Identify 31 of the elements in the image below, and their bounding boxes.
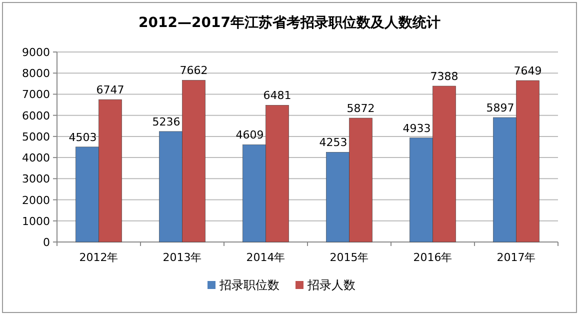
legend-label: 招录人数 (306, 278, 356, 292)
y-tick-label: 4000 (22, 152, 50, 165)
x-tick-label: 2014年 (246, 251, 286, 264)
data-label: 6481 (263, 89, 292, 102)
data-label: 6747 (96, 84, 124, 97)
data-label: 4253 (319, 136, 348, 150)
y-tick-label: 0 (43, 236, 50, 249)
legend-label: 招录职位数 (218, 278, 280, 292)
y-tick-label: 9000 (22, 46, 50, 59)
y-tick-label: 6000 (22, 109, 50, 122)
x-tick-label: 2017年 (496, 251, 536, 264)
data-label: 5872 (346, 102, 375, 116)
data-label: 5236 (152, 115, 180, 128)
x-tick-label: 2015年 (330, 251, 369, 264)
x-tick-label: 2013年 (162, 251, 202, 264)
data-label: 7649 (514, 64, 542, 78)
data-label: 7662 (180, 64, 208, 78)
y-tick-label: 3000 (22, 172, 50, 186)
y-tick-label: 1000 (22, 214, 50, 228)
y-tick-label: 8000 (22, 67, 50, 80)
data-label: 7388 (430, 70, 458, 84)
y-tick-label: 7000 (22, 88, 50, 102)
chart-title: 2012—2017年江苏省考招录职位数及人数统计 (138, 14, 440, 31)
x-tick-label: 2012年 (79, 251, 118, 264)
data-label: 5897 (486, 102, 514, 115)
data-label: 4933 (402, 122, 431, 135)
x-tick-label: 2016年 (413, 251, 452, 264)
y-tick-label: 5000 (22, 130, 50, 144)
data-label: 4503 (68, 130, 97, 144)
data-label: 4609 (236, 128, 264, 142)
y-tick-label: 2000 (22, 194, 50, 207)
